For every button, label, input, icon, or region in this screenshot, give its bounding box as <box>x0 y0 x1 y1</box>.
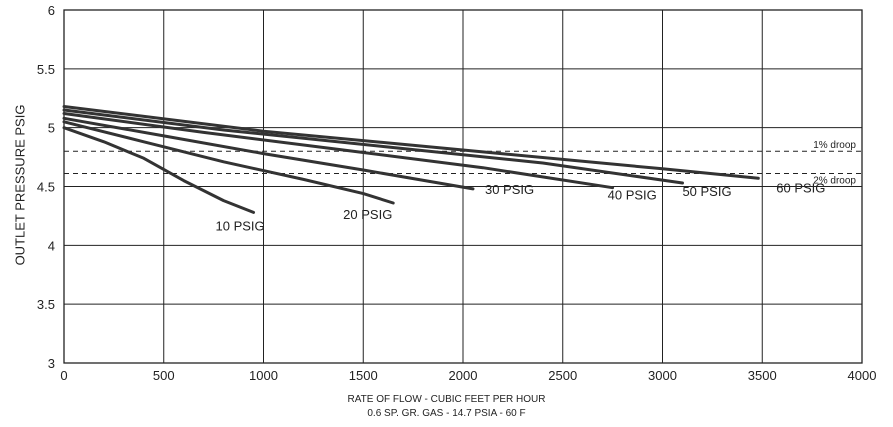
y-tick-label: 6 <box>48 3 55 18</box>
x-tick-label: 3000 <box>648 368 677 383</box>
y-tick-label: 4.5 <box>37 180 55 195</box>
series-label: 50 PSIG <box>682 184 731 199</box>
y-axis-label: OUTLET PRESSURE PSIG <box>13 105 28 266</box>
x-tick-label: 2000 <box>449 368 478 383</box>
series-label: 10 PSIG <box>216 218 265 233</box>
x-tick-label: 3500 <box>748 368 777 383</box>
y-tick-label: 4 <box>48 238 55 253</box>
series-label: 20 PSIG <box>343 207 392 222</box>
series-label: 30 PSIG <box>485 182 534 197</box>
x-tick-label: 500 <box>153 368 175 383</box>
y-tick-label: 3 <box>48 356 55 371</box>
x-axis-sublabel: 0.6 SP. GR. GAS - 14.7 PSIA - 60 F <box>0 408 893 419</box>
series-label: 60 PSIG <box>776 180 825 195</box>
x-tick-label: 0 <box>60 368 67 383</box>
x-tick-label: 1000 <box>249 368 278 383</box>
x-tick-label: 1500 <box>349 368 378 383</box>
series-label: 40 PSIG <box>608 188 657 203</box>
x-tick-label: 4000 <box>848 368 877 383</box>
y-tick-label: 5.5 <box>37 62 55 77</box>
y-tick-label: 3.5 <box>37 297 55 312</box>
droop-label: 1% droop <box>813 140 856 151</box>
x-tick-label: 2500 <box>548 368 577 383</box>
x-axis-label: RATE OF FLOW - CUBIC FEET PER HOUR <box>0 394 893 405</box>
y-tick-label: 5 <box>48 121 55 136</box>
